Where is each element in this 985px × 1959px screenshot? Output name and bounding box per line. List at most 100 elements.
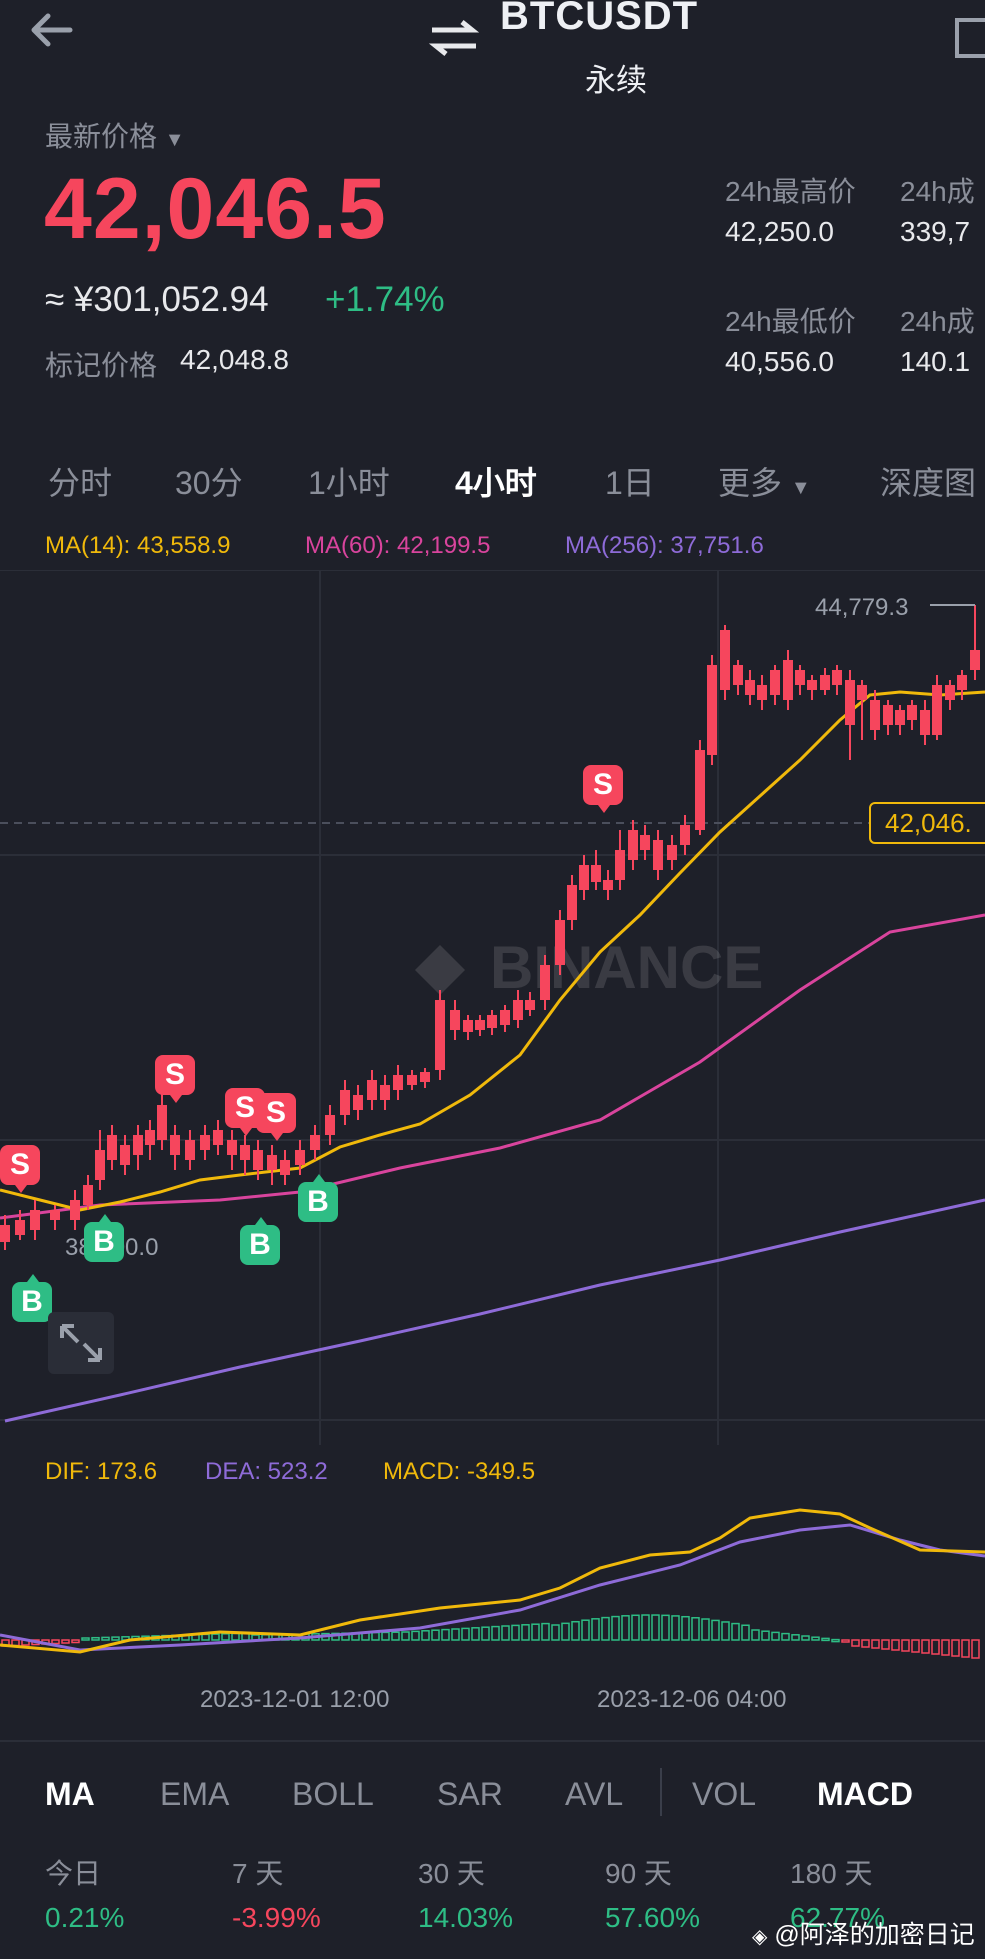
macd-bar bbox=[201, 1633, 210, 1641]
indicator-sar[interactable]: SAR bbox=[437, 1776, 503, 1812]
expand-icon[interactable] bbox=[48, 1312, 114, 1374]
macd-bar bbox=[721, 1621, 730, 1641]
perf-item: 30 天 14.03% bbox=[418, 1858, 513, 1933]
candle-body bbox=[107, 1135, 117, 1160]
candle-body bbox=[487, 1015, 497, 1028]
high-24h-value: 42,250.0 bbox=[725, 216, 834, 247]
candle-body bbox=[353, 1095, 363, 1110]
sell-signal[interactable]: S bbox=[155, 1055, 195, 1103]
swap-icon[interactable] bbox=[428, 18, 480, 58]
indicator-ma[interactable]: MA bbox=[45, 1776, 95, 1812]
candle-body bbox=[895, 710, 905, 725]
symbol-title[interactable]: BTCUSDT bbox=[500, 0, 699, 38]
tab-30m[interactable]: 30分 bbox=[175, 465, 243, 501]
candle-body bbox=[970, 650, 980, 670]
candle-body bbox=[870, 700, 880, 730]
candle-body bbox=[733, 665, 743, 685]
perf-item: 180 天 62.77% bbox=[790, 1858, 885, 1933]
tab-1h[interactable]: 1小时 bbox=[308, 465, 390, 501]
candle-body bbox=[695, 750, 705, 830]
turnover-24h-value: 140.1 bbox=[900, 346, 971, 377]
buy-signal[interactable]: B bbox=[84, 1214, 124, 1262]
macd-bar bbox=[581, 1619, 590, 1641]
indicator-avl[interactable]: AVL bbox=[565, 1776, 624, 1812]
macd-bar bbox=[711, 1619, 720, 1641]
candle-body bbox=[770, 670, 780, 695]
macd-bar bbox=[591, 1618, 600, 1641]
candle-body bbox=[185, 1140, 195, 1160]
indicator-ema[interactable]: EMA bbox=[160, 1776, 230, 1812]
tab-time-share[interactable]: 分时 bbox=[48, 465, 113, 501]
candle-body bbox=[720, 630, 730, 690]
dif-legend: DIF: 173.6 bbox=[45, 1458, 158, 1485]
time-label: 2023-12-06 04:00 bbox=[597, 1686, 787, 1713]
candle-body bbox=[653, 840, 663, 870]
candle-body bbox=[267, 1155, 277, 1170]
cny-price: ≈ ¥301,052.94 bbox=[45, 280, 269, 319]
binance-watermark: BINANCE bbox=[415, 934, 763, 1001]
candle-body bbox=[615, 850, 625, 880]
macd-bar bbox=[791, 1634, 800, 1641]
macd-bar bbox=[651, 1614, 660, 1641]
sell-signal[interactable]: S bbox=[583, 765, 623, 813]
candle-body bbox=[145, 1130, 155, 1145]
macd-bar bbox=[211, 1633, 220, 1641]
tab-1d[interactable]: 1日 bbox=[605, 465, 655, 501]
tab-4h[interactable]: 4小时 bbox=[455, 465, 537, 501]
indicator-bar-divider bbox=[0, 1740, 985, 1742]
sell-signal[interactable]: S bbox=[0, 1145, 40, 1193]
high-24h-label: 24h最高价 bbox=[725, 176, 856, 207]
macd-bar bbox=[451, 1628, 460, 1641]
buy-signal[interactable]: B bbox=[298, 1174, 338, 1222]
indicator-vol[interactable]: VOL bbox=[692, 1776, 757, 1812]
perf-item: 今日 0.21% bbox=[45, 1858, 125, 1933]
candle-body bbox=[603, 880, 613, 890]
perf-item: 90 天 57.60% bbox=[605, 1858, 700, 1933]
ma256-line bbox=[4, 1198, 985, 1423]
macd-bar bbox=[471, 1627, 480, 1641]
indicator-macd[interactable]: MACD bbox=[817, 1776, 913, 1812]
indicator-boll[interactable]: BOLL bbox=[292, 1776, 374, 1812]
candle-body bbox=[907, 705, 917, 720]
caret-down-icon: ▼ bbox=[164, 129, 185, 151]
macd-bar bbox=[631, 1614, 640, 1641]
price-chart[interactable]: BINANCE 44,779.3 38,700.0 42,046. bbox=[0, 570, 985, 1445]
candle-body bbox=[70, 1200, 80, 1220]
ma14-line bbox=[0, 690, 985, 1212]
candle-body bbox=[133, 1135, 143, 1155]
candle-body bbox=[567, 885, 577, 920]
tab-more[interactable]: 更多 ▼ bbox=[718, 465, 811, 501]
candle-body bbox=[640, 835, 650, 850]
macd-bar bbox=[101, 1636, 110, 1641]
macd-bar bbox=[871, 1639, 880, 1649]
window-icon[interactable] bbox=[955, 18, 985, 58]
buy-signal[interactable]: B bbox=[240, 1217, 280, 1265]
candle-body bbox=[628, 830, 638, 860]
author-watermark: ◈ @阿泽的加密日记 bbox=[752, 1921, 975, 1949]
macd-bar bbox=[111, 1636, 120, 1641]
last-price-label[interactable]: 最新价格 ▼ bbox=[45, 121, 185, 152]
candle-body bbox=[0, 1225, 10, 1242]
macd-bar bbox=[941, 1639, 950, 1656]
back-arrow-icon[interactable] bbox=[26, 10, 76, 50]
macd-chart[interactable] bbox=[0, 1480, 985, 1680]
candle-body bbox=[435, 1000, 445, 1070]
candle-body bbox=[845, 680, 855, 725]
high-price-label: 44,779.3 bbox=[815, 594, 908, 621]
candle-body bbox=[475, 1020, 485, 1030]
candle-body bbox=[120, 1145, 130, 1165]
candles bbox=[0, 605, 980, 1250]
mark-price-value: 42,048.8 bbox=[180, 344, 289, 375]
candle-body bbox=[240, 1145, 250, 1160]
candle-body bbox=[393, 1075, 403, 1090]
candle-body bbox=[832, 670, 842, 685]
macd-bar bbox=[851, 1639, 860, 1647]
macd-bar bbox=[931, 1639, 940, 1655]
macd-bar bbox=[491, 1625, 500, 1641]
tab-depth[interactable]: 深度图 bbox=[880, 465, 977, 501]
candle-body bbox=[945, 685, 955, 700]
candle-body bbox=[30, 1210, 40, 1230]
buy-signal[interactable]: B bbox=[12, 1274, 52, 1322]
candle-body bbox=[157, 1105, 167, 1140]
sell-signal[interactable]: S bbox=[256, 1093, 296, 1141]
